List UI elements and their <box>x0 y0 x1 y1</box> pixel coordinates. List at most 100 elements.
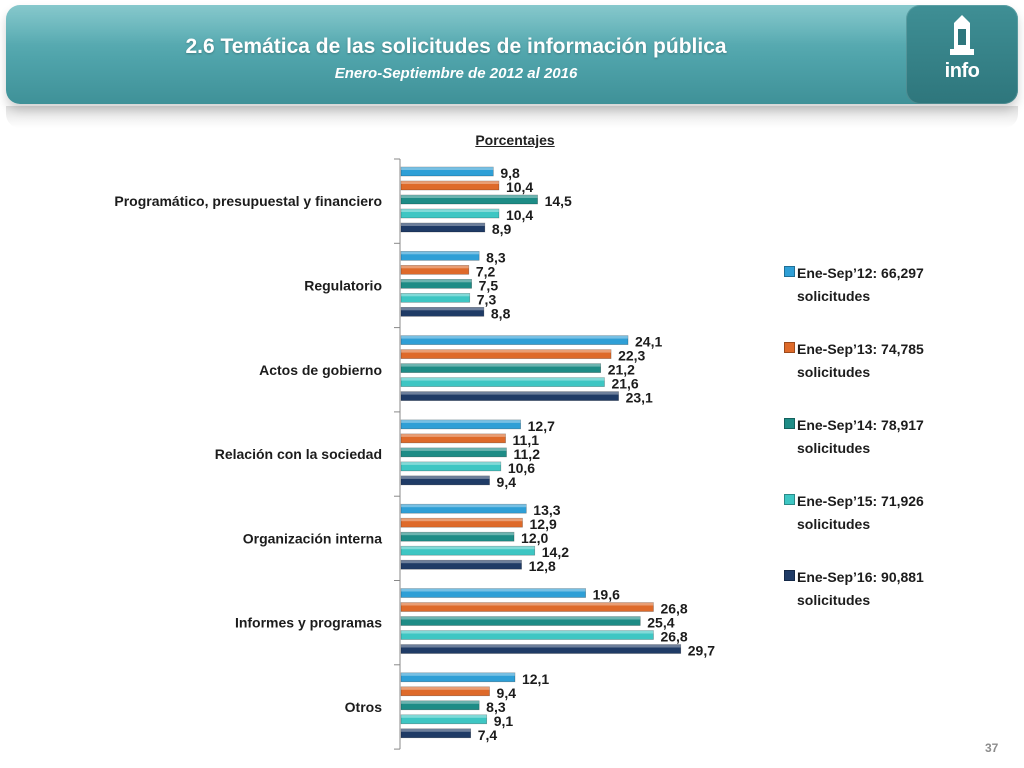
chart-title: Porcentajes <box>475 132 555 148</box>
data-label: 7,5 <box>479 277 499 293</box>
bar <box>400 588 586 598</box>
data-label: 29,7 <box>688 643 715 659</box>
bar <box>400 166 494 177</box>
bar-highlight <box>401 209 499 212</box>
data-label: 9,8 <box>500 165 520 181</box>
bar-highlight <box>401 672 515 676</box>
legend-item: Ene-Sep’12: 66,297 solicitudes <box>784 262 984 338</box>
bar-highlight <box>401 377 605 381</box>
data-label: 12,0 <box>521 530 548 546</box>
bar <box>400 391 619 401</box>
bar-highlight <box>401 700 480 704</box>
data-label: 23,1 <box>626 390 653 406</box>
data-label: 14,2 <box>542 544 569 560</box>
data-label: 10,4 <box>506 207 533 223</box>
infodf-logo: info <box>906 5 1018 104</box>
data-label: 26,8 <box>660 629 687 645</box>
legend-swatch <box>784 494 795 505</box>
logo-text: info <box>944 60 980 82</box>
data-label: 12,7 <box>528 418 555 434</box>
bar-highlight <box>401 391 619 395</box>
page-title: 2.6 Temática de las solicitudes de infor… <box>185 35 727 58</box>
bar-highlight <box>401 644 681 648</box>
legend-item: Ene-Sep’14: 78,917 solicitudes <box>784 414 984 490</box>
page-number: 37 <box>985 741 999 755</box>
legend-label: Ene-Sep’13: 74,785 solicitudes <box>797 338 977 384</box>
legend-label-line1: Ene-Sep’15: 71,926 <box>797 493 924 509</box>
bar-highlight <box>401 686 490 690</box>
data-label: 21,6 <box>611 376 638 392</box>
legend-label: Ene-Sep’14: 78,917 solicitudes <box>797 414 977 460</box>
category-label: Regulatorio <box>304 277 382 293</box>
header-shine <box>6 5 1018 45</box>
data-label: 22,3 <box>618 348 645 364</box>
bar-highlight <box>401 461 501 465</box>
legend-item: Ene-Sep’16: 90,881 solicitudes <box>784 566 984 642</box>
bar <box>400 349 612 359</box>
bar <box>400 194 538 205</box>
data-label: 19,6 <box>593 587 620 603</box>
bar-highlight <box>401 349 612 353</box>
legend-label: Ene-Sep’16: 90,881 solicitudes <box>797 566 977 612</box>
page-subtitle: Enero-Septiembre de 2012 al 2016 <box>334 65 578 82</box>
bar <box>400 545 536 556</box>
data-label: 12,8 <box>529 558 556 574</box>
data-label: 21,2 <box>608 362 635 378</box>
bar-highlight <box>401 602 654 606</box>
bar <box>400 616 641 626</box>
bar <box>400 461 502 472</box>
bar-highlight <box>401 223 485 226</box>
monument-icon <box>950 15 974 55</box>
bar-highlight <box>401 167 494 170</box>
header-shadow <box>6 106 1018 128</box>
bar <box>400 335 629 345</box>
legend-label-line1: Ene-Sep’12: 66,297 <box>797 265 924 281</box>
bar-highlight <box>401 279 472 283</box>
bar <box>400 602 654 612</box>
data-label: 26,8 <box>660 601 687 617</box>
bar-highlight <box>401 616 641 620</box>
legend-swatch <box>784 418 795 429</box>
bar <box>400 475 490 486</box>
bar-chart: Programático, presupuestal y financiero 9… <box>114 158 715 750</box>
legend-swatch <box>784 266 795 277</box>
data-label: 25,4 <box>647 615 674 631</box>
bar-highlight <box>401 588 586 592</box>
data-label: 10,6 <box>508 460 535 476</box>
bar-highlight <box>401 181 499 184</box>
bar-highlight <box>401 546 535 550</box>
legend-label-line2: solicitudes <box>797 288 871 304</box>
bar <box>400 251 480 261</box>
legend-swatch <box>784 570 795 581</box>
bar <box>400 377 605 387</box>
bar <box>400 644 682 654</box>
bar <box>400 531 515 542</box>
category-label: Actos de gobierno <box>259 362 382 378</box>
bar-highlight <box>401 447 507 451</box>
category-label: Otros <box>345 699 383 715</box>
data-label: 7,4 <box>478 727 498 743</box>
data-label: 8,9 <box>492 221 512 237</box>
legend-label-line1: Ene-Sep’16: 90,881 <box>797 569 924 585</box>
legend-label-line2: solicitudes <box>797 440 871 456</box>
bar <box>400 672 516 683</box>
bar-highlight <box>401 251 480 255</box>
bar-highlight <box>401 504 527 508</box>
bar <box>400 700 480 711</box>
bar <box>400 363 602 373</box>
bar <box>400 208 500 219</box>
data-label: 8,3 <box>486 249 506 265</box>
bar <box>400 517 523 528</box>
data-label: 9,4 <box>497 685 517 701</box>
data-label: 12,1 <box>522 671 549 687</box>
legend-swatch <box>784 342 795 353</box>
legend-label-line2: solicitudes <box>797 364 871 380</box>
category-label: Relación con la sociedad <box>215 446 382 462</box>
bar-highlight <box>401 560 522 564</box>
legend-item: Ene-Sep’13: 74,785 solicitudes <box>784 338 984 414</box>
bar-highlight <box>401 293 470 297</box>
bar-highlight <box>401 335 629 339</box>
data-label: 7,3 <box>477 291 497 307</box>
bar <box>400 728 472 739</box>
bar-highlight <box>401 714 487 718</box>
